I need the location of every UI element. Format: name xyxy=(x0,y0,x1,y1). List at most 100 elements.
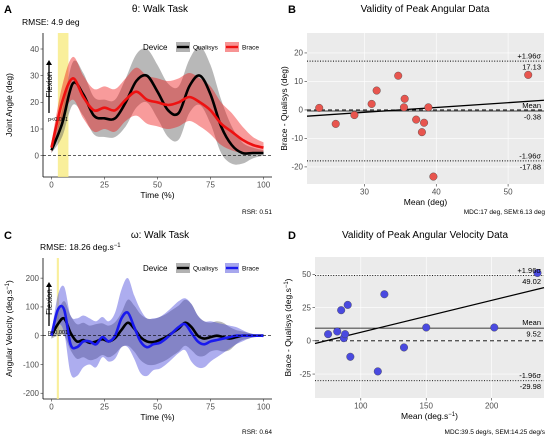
data-point xyxy=(373,367,382,376)
mean-label: Mean xyxy=(522,318,541,327)
data-point xyxy=(399,343,408,352)
rmse-annotation-text: RMSE: 18.26 deg.s xyxy=(40,242,114,252)
x-tick-label: 100 xyxy=(257,403,271,412)
series-band-brace xyxy=(51,278,264,378)
y-axis-title: Brace - Qualisys (deg.s−1) xyxy=(283,278,293,376)
y-tick-label: 0 xyxy=(307,337,312,346)
data-point xyxy=(429,172,438,181)
flexion-arrow-head xyxy=(46,60,52,65)
plot-background xyxy=(43,258,272,399)
upper-loa-value: 17.13 xyxy=(522,63,541,72)
x-axis-title: Time (%) xyxy=(140,190,174,200)
stats-footer: MDC:17 deg, SEM:6.13 deg xyxy=(464,209,546,216)
data-point xyxy=(424,103,433,112)
upper-loa-label: +1.96σ xyxy=(517,266,541,275)
flexion-arrow-head xyxy=(46,282,52,287)
lower-loa-label: -1.96σ xyxy=(519,151,541,160)
x-axis-title-text: Mean (deg.s xyxy=(401,411,448,421)
chart-title: Validity of Peak Angular Velocity Data xyxy=(342,230,508,241)
p-value: p<0.001 xyxy=(48,330,68,336)
y-axis-title-suffix: ) xyxy=(4,280,14,283)
chart-panel-d: 100 150 200 -25 0 25 50 +1.96σ 49.02 Mean 9.52 -1.9… xyxy=(283,230,546,436)
y-tick-label: -25 xyxy=(299,370,311,379)
chart-panel-c: 0 25 50 75 100 -200 -100 0 100 200 Flexion p<0.001 ω… xyxy=(4,230,272,436)
series-line-brace xyxy=(50,304,264,350)
rsr-footer: RSR: 0.51 xyxy=(242,209,272,216)
y-axis-title-text: Brace - Qualisys (deg.s xyxy=(283,288,293,376)
data-point xyxy=(380,290,389,299)
data-point xyxy=(367,99,376,108)
rmse-annotation-superscript: −1 xyxy=(114,243,122,249)
rmse-annotation: RMSE: 4.9 deg xyxy=(22,17,80,27)
flexion-label: Flexion xyxy=(45,289,54,315)
y-tick-label: 0 xyxy=(299,106,304,115)
data-point xyxy=(412,115,421,124)
panel-label-a: A xyxy=(4,4,12,16)
data-point xyxy=(337,306,346,315)
chart-title: ω: Walk Task xyxy=(131,230,190,241)
rmse-annotation: RMSE: 18.26 deg.s−1 xyxy=(40,242,121,252)
highlight-band xyxy=(56,258,59,399)
y-axis-title-superscript: −1 xyxy=(5,282,11,290)
chart-panel-a: 0 25 50 75 100 0 10 20 30 40 Flexion p<0.001 θ: Walk… xyxy=(4,4,272,216)
data-point xyxy=(341,330,350,339)
series-line-brace xyxy=(50,77,264,149)
data-point xyxy=(400,94,409,103)
x-tick-label: 25 xyxy=(100,181,109,190)
y-axis-title: Brace - Qualisys (deg) xyxy=(279,66,289,151)
highlight-band xyxy=(57,33,69,177)
upper-loa-value: 49.02 xyxy=(522,277,541,286)
y-tick-label: -10 xyxy=(291,134,303,143)
x-tick-label: 30 xyxy=(360,188,369,197)
p-value: p<0.001 xyxy=(48,117,68,123)
y-tick-label: 0 xyxy=(35,151,40,160)
x-tick-label: 50 xyxy=(504,188,513,197)
lower-loa-value: -17.88 xyxy=(520,162,541,171)
data-point xyxy=(422,323,431,332)
data-point xyxy=(343,300,352,309)
y-tick-label: -200 xyxy=(23,389,40,398)
lower-loa-label: -1.96σ xyxy=(519,371,541,380)
legend-label: Qualisys xyxy=(193,45,219,52)
data-point xyxy=(420,118,429,127)
rsr-footer: RSR: 0.64 xyxy=(242,429,272,436)
x-tick-label: 25 xyxy=(100,403,109,412)
series-band-qualisys xyxy=(51,46,264,165)
y-axis-title: Joint Angle (deg) xyxy=(4,73,14,137)
data-point xyxy=(331,119,340,128)
panel-label-d: D xyxy=(288,230,296,242)
y-axis-title-suffix: ) xyxy=(283,278,293,281)
y-tick-label: 10 xyxy=(294,77,303,86)
data-point xyxy=(399,103,408,112)
data-point xyxy=(490,323,499,332)
data-point xyxy=(394,71,403,80)
y-tick-label: 10 xyxy=(30,125,39,134)
legend-label: Brace xyxy=(242,266,259,273)
y-tick-label: 50 xyxy=(302,270,311,279)
chart-panel-b: 30 40 50 -20 -10 0 10 20 +1.96σ 17.13 Mean -0.38 -1.… xyxy=(279,4,545,216)
y-tick-label: 0 xyxy=(35,331,40,340)
series-band-qualisys xyxy=(51,299,264,366)
x-tick-label: 100 xyxy=(354,402,368,411)
x-tick-label: 50 xyxy=(153,181,162,190)
y-axis-title: Angular Velocity (deg.s−1) xyxy=(4,280,14,377)
y-axis-title-superscript: −1 xyxy=(284,281,290,289)
panel-label-c: C xyxy=(4,230,12,242)
mean-value: -0.38 xyxy=(524,113,541,122)
upper-loa-label: +1.96σ xyxy=(517,52,541,61)
y-tick-label: 40 xyxy=(30,45,39,54)
plot-background xyxy=(43,33,272,177)
series-band-brace xyxy=(51,56,264,154)
x-tick-label: 0 xyxy=(49,181,54,190)
y-tick-label: 25 xyxy=(302,303,311,312)
data-point xyxy=(372,86,381,95)
mean-label: Mean xyxy=(522,101,541,110)
chart-title: θ: Walk Task xyxy=(132,4,189,15)
x-axis-title-suffix: ) xyxy=(455,411,458,421)
x-tick-label: 75 xyxy=(206,403,215,412)
x-axis-title-superscript: −1 xyxy=(448,412,456,418)
x-tick-label: 40 xyxy=(432,188,441,197)
legend-title: Device xyxy=(143,264,168,273)
x-tick-label: 50 xyxy=(153,403,162,412)
x-axis-title: Mean (deg) xyxy=(404,197,448,207)
